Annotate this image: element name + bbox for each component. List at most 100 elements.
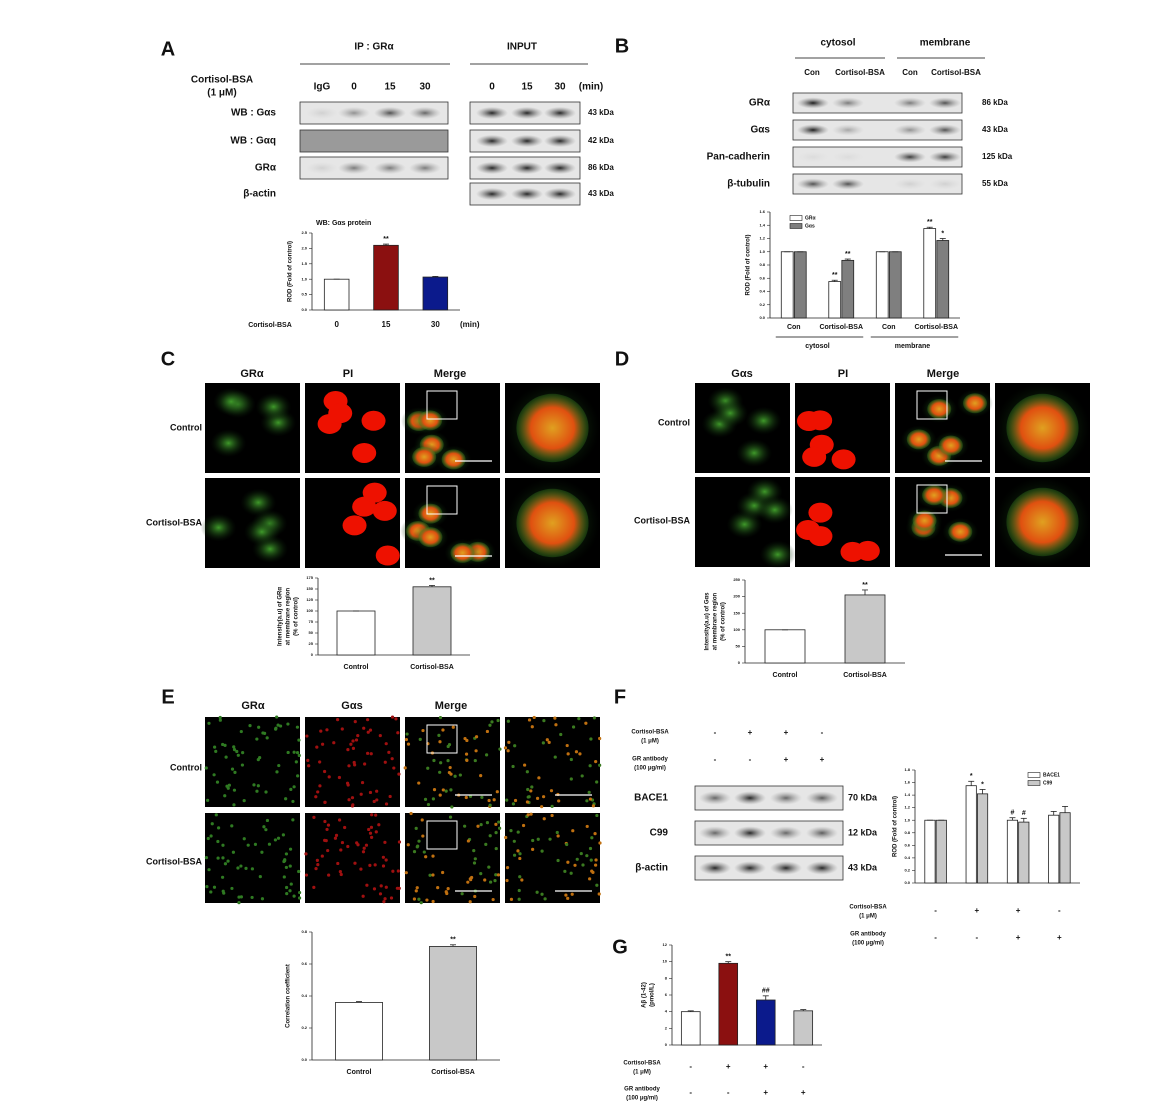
speckle xyxy=(412,897,417,901)
speckle xyxy=(332,741,336,745)
blot-band xyxy=(894,124,926,136)
y-tick-label: 1.0 xyxy=(904,817,910,822)
bar xyxy=(336,610,376,656)
speckle xyxy=(585,854,589,858)
nucleus xyxy=(808,410,833,431)
speckle xyxy=(383,760,387,764)
speckle xyxy=(257,725,261,729)
blot-band xyxy=(699,826,731,840)
condition-sign: + xyxy=(763,1088,768,1097)
speckle xyxy=(314,867,318,871)
speckle xyxy=(448,765,452,770)
condition-label: (1 μM) xyxy=(633,1070,651,1076)
speckle xyxy=(367,827,371,832)
speckle xyxy=(397,772,401,776)
speckle xyxy=(432,788,437,792)
speckle xyxy=(297,753,301,758)
speckle xyxy=(507,740,511,744)
bar xyxy=(935,819,947,884)
speckle xyxy=(336,718,340,722)
x-tick-label: Cortisol-BSA xyxy=(431,1069,475,1076)
blot-band xyxy=(806,826,838,840)
column-header: PI xyxy=(838,368,848,380)
speckle xyxy=(379,884,383,888)
speckle xyxy=(571,725,576,729)
speckle xyxy=(404,737,409,742)
speckle xyxy=(277,763,281,768)
speckle xyxy=(453,774,457,778)
speckle xyxy=(224,755,228,759)
bar xyxy=(1048,814,1060,884)
speckle xyxy=(417,839,421,843)
condition-sign: + xyxy=(1016,906,1021,915)
bar xyxy=(755,999,776,1046)
y-tick-label: 250 xyxy=(733,577,740,582)
treatment-label: (1 μM) xyxy=(207,88,236,99)
speckle xyxy=(232,747,237,752)
y-tick-label: 0.4 xyxy=(759,289,765,294)
speckle xyxy=(489,880,493,884)
y-tick-label: 150 xyxy=(306,586,313,591)
row-label: WB : Gαs xyxy=(231,108,276,119)
y-tick-label: 1.2 xyxy=(759,236,765,241)
speckle xyxy=(518,852,522,856)
speckle xyxy=(466,880,470,884)
speckle xyxy=(338,870,342,874)
bar xyxy=(888,251,902,319)
y-tick-label: 0.0 xyxy=(301,307,307,312)
speckle xyxy=(422,850,426,854)
speckle xyxy=(204,766,208,770)
kda-label: 12 kDa xyxy=(848,827,878,837)
speckle xyxy=(441,728,445,732)
chart-title: WB: Gαs protein xyxy=(316,220,371,227)
y-tick-label: 125 xyxy=(306,597,313,602)
blot-band xyxy=(734,791,766,805)
speckle xyxy=(337,775,342,780)
bar xyxy=(412,586,452,656)
y-tick-label: 0 xyxy=(738,660,741,665)
blot-band xyxy=(409,106,441,120)
condition-sign: + xyxy=(784,755,789,764)
speckle xyxy=(218,718,222,722)
blot-band xyxy=(797,124,829,136)
speckle xyxy=(368,863,372,867)
legend-swatch xyxy=(1027,772,1041,778)
speckle xyxy=(323,800,327,804)
speckle xyxy=(542,795,546,799)
speckle xyxy=(554,723,558,727)
speckle xyxy=(448,815,453,819)
speckle xyxy=(324,839,328,843)
speckle xyxy=(588,764,592,768)
y-tick-label: 12 xyxy=(663,942,668,947)
y-axis-label: Aβ (1-42) xyxy=(642,982,648,1008)
lane-label: Con xyxy=(804,68,820,77)
blot-band xyxy=(894,151,926,163)
y-tick-label: 2 xyxy=(665,1025,668,1030)
speckle xyxy=(291,799,295,804)
speckle xyxy=(487,865,491,869)
nucleus xyxy=(840,541,865,562)
speckle xyxy=(297,738,301,742)
speckle xyxy=(441,870,445,875)
kda-label: 55 kDa xyxy=(982,179,1008,188)
speckle xyxy=(242,799,246,803)
blot-band xyxy=(797,151,829,163)
speckle xyxy=(405,732,409,736)
y-axis-label: at membrane region xyxy=(713,592,719,650)
speckle xyxy=(513,744,517,748)
speckle xyxy=(231,850,236,854)
panel-label: C xyxy=(161,348,175,370)
speckle xyxy=(512,839,516,843)
speckle xyxy=(369,825,374,829)
speckle xyxy=(516,830,520,834)
speckle xyxy=(223,743,227,747)
significance: ** xyxy=(832,272,838,279)
condition-label: (1 μM) xyxy=(641,739,659,745)
nucleus xyxy=(450,542,475,563)
speckle xyxy=(592,716,597,720)
y-tick-label: 1.4 xyxy=(759,222,765,227)
speckle xyxy=(282,875,286,879)
speckle xyxy=(505,866,510,870)
legend-label: BACE1 xyxy=(1043,772,1060,778)
speckle xyxy=(590,836,594,840)
